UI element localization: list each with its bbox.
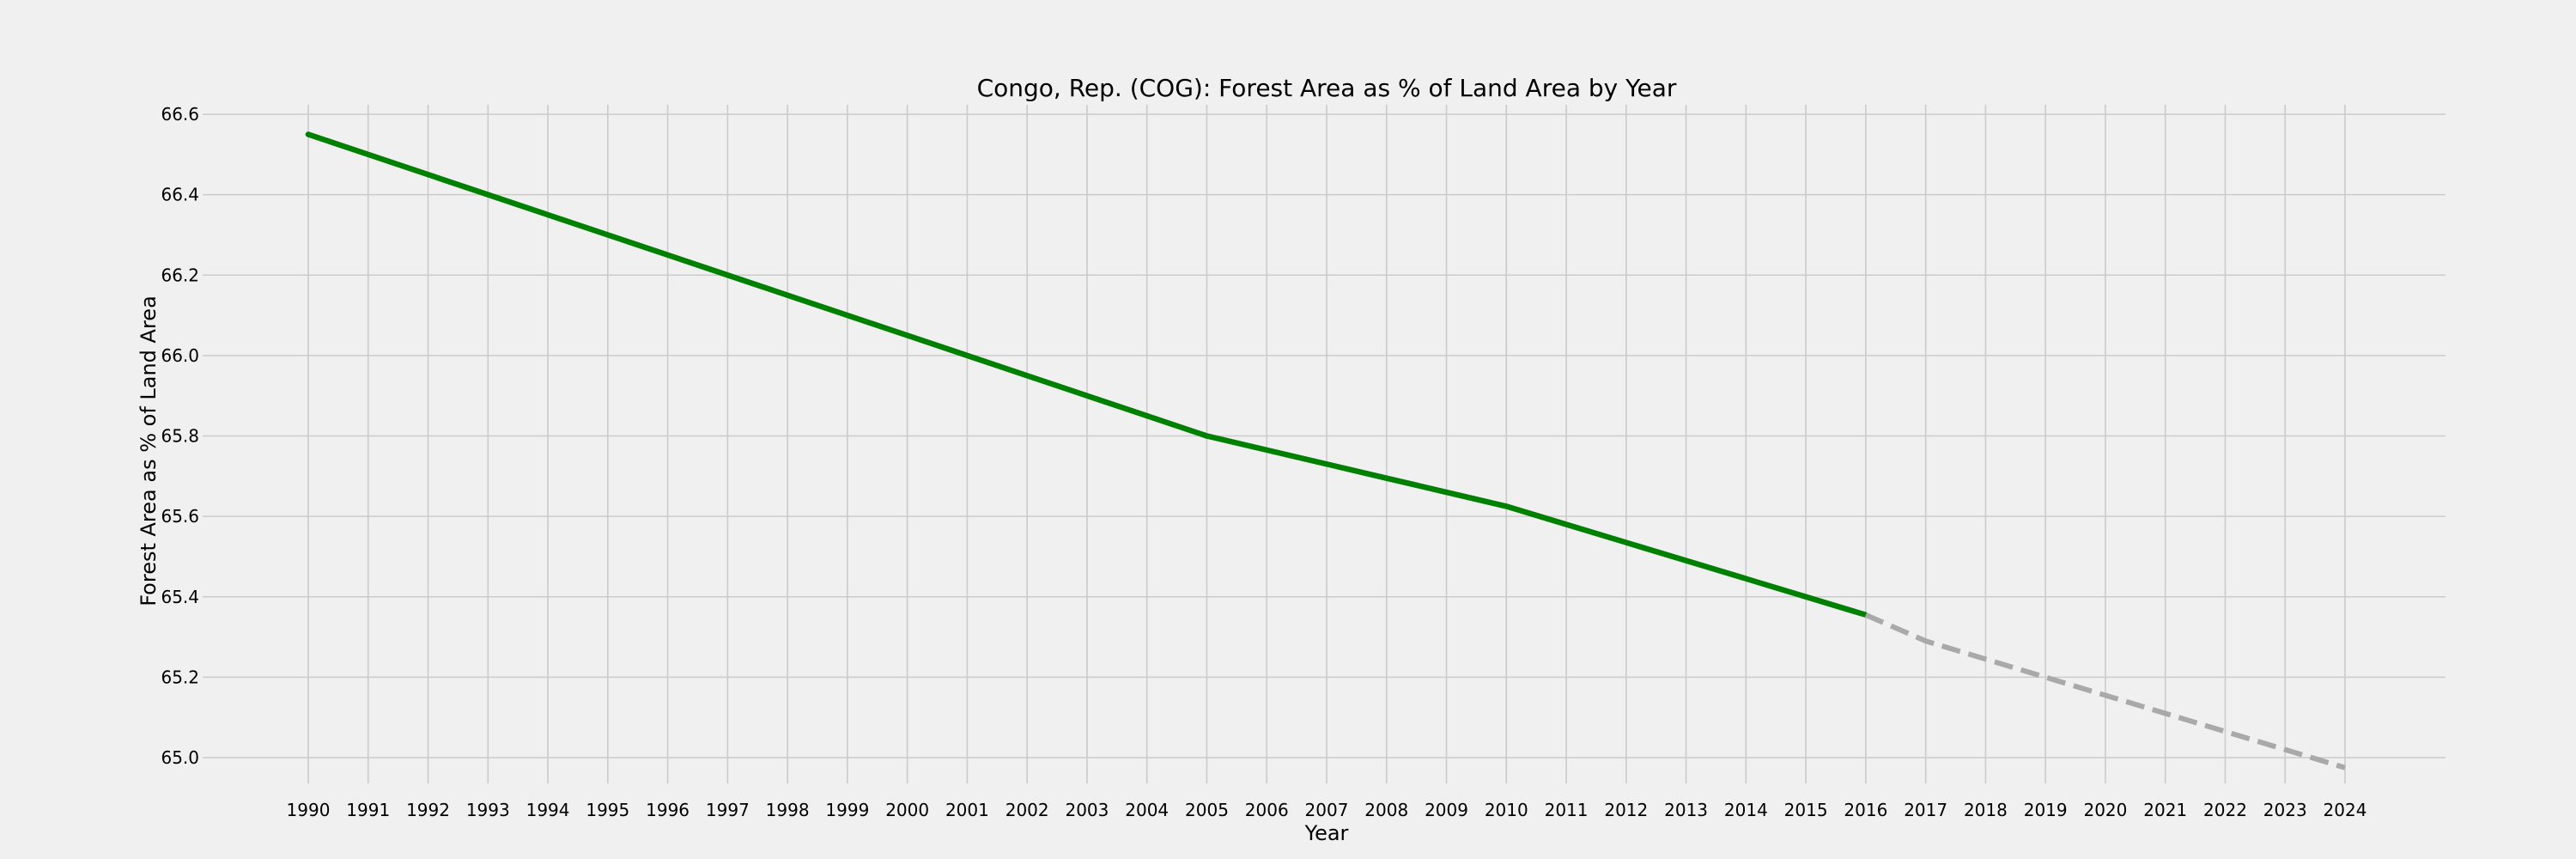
- x-tick-label: 2001: [945, 800, 989, 820]
- x-tick-label: 2017: [1904, 800, 1947, 820]
- x-tick-label: 1993: [466, 800, 510, 820]
- x-tick-label: 2021: [2143, 800, 2187, 820]
- chart-title: Congo, Rep. (COG): Forest Area as % of L…: [977, 74, 1677, 102]
- x-tick-label: 2014: [1724, 800, 1768, 820]
- x-tick-label: 2008: [1364, 800, 1408, 820]
- x-tick-label: 1996: [646, 800, 690, 820]
- x-tick-label: 2002: [1005, 800, 1049, 820]
- x-tick-label: 1990: [287, 800, 331, 820]
- x-axis-ticks: 1990 1991 1992 1993 1994 1995 1996 1997 1998 1999…: [287, 800, 2367, 820]
- x-tick-label: 2019: [2024, 800, 2068, 820]
- grid: [203, 105, 2445, 783]
- y-tick-label: 65.8: [161, 426, 199, 447]
- x-axis-label: Year: [1304, 821, 1349, 845]
- x-tick-label: 2018: [1964, 800, 2008, 820]
- x-tick-label: 2003: [1065, 800, 1109, 820]
- y-tick-label: 66.0: [161, 345, 199, 366]
- x-tick-label: 1997: [706, 800, 750, 820]
- x-tick-label: 1992: [406, 800, 450, 820]
- x-tick-label: 1994: [526, 800, 570, 820]
- x-tick-label: 2016: [1844, 800, 1887, 820]
- projected-series-line: [1864, 612, 2346, 771]
- x-tick-label: 2010: [1485, 800, 1528, 820]
- series-layer: [305, 131, 2346, 771]
- x-tick-label: 2024: [2324, 800, 2367, 820]
- y-axis-label: Forest Area as % of Land Area: [137, 295, 161, 606]
- x-tick-label: 2000: [885, 800, 929, 820]
- x-tick-label: 1995: [586, 800, 629, 820]
- x-tick-label: 2020: [2083, 800, 2127, 820]
- x-tick-label: 2004: [1125, 800, 1169, 820]
- x-tick-label: 2009: [1425, 800, 1468, 820]
- y-tick-label: 66.4: [161, 185, 199, 205]
- x-tick-label: 2007: [1305, 800, 1349, 820]
- y-tick-label: 65.6: [161, 506, 199, 527]
- y-tick-label: 65.4: [161, 587, 199, 607]
- x-tick-label: 2005: [1185, 800, 1229, 820]
- x-tick-label: 2006: [1245, 800, 1289, 820]
- y-tick-label: 66.6: [161, 104, 199, 125]
- y-tick-label: 66.2: [161, 265, 199, 285]
- x-tick-label: 1998: [766, 800, 810, 820]
- x-tick-label: 2022: [2203, 800, 2247, 820]
- x-tick-label: 2013: [1664, 800, 1708, 820]
- y-tick-label: 65.2: [161, 667, 199, 687]
- y-axis-ticks: 65.0 65.2 65.4 65.6 65.8 66.0 66.2 66.4 66.6: [161, 104, 199, 768]
- x-tick-label: 2011: [1545, 800, 1589, 820]
- x-tick-label: 1991: [346, 800, 390, 820]
- x-tick-label: 1999: [825, 800, 869, 820]
- x-tick-label: 2012: [1604, 800, 1648, 820]
- actual-series-line: [305, 131, 1869, 618]
- x-tick-label: 2015: [1784, 800, 1828, 820]
- x-tick-label: 2023: [2263, 800, 2307, 820]
- y-tick-label: 65.0: [161, 747, 199, 768]
